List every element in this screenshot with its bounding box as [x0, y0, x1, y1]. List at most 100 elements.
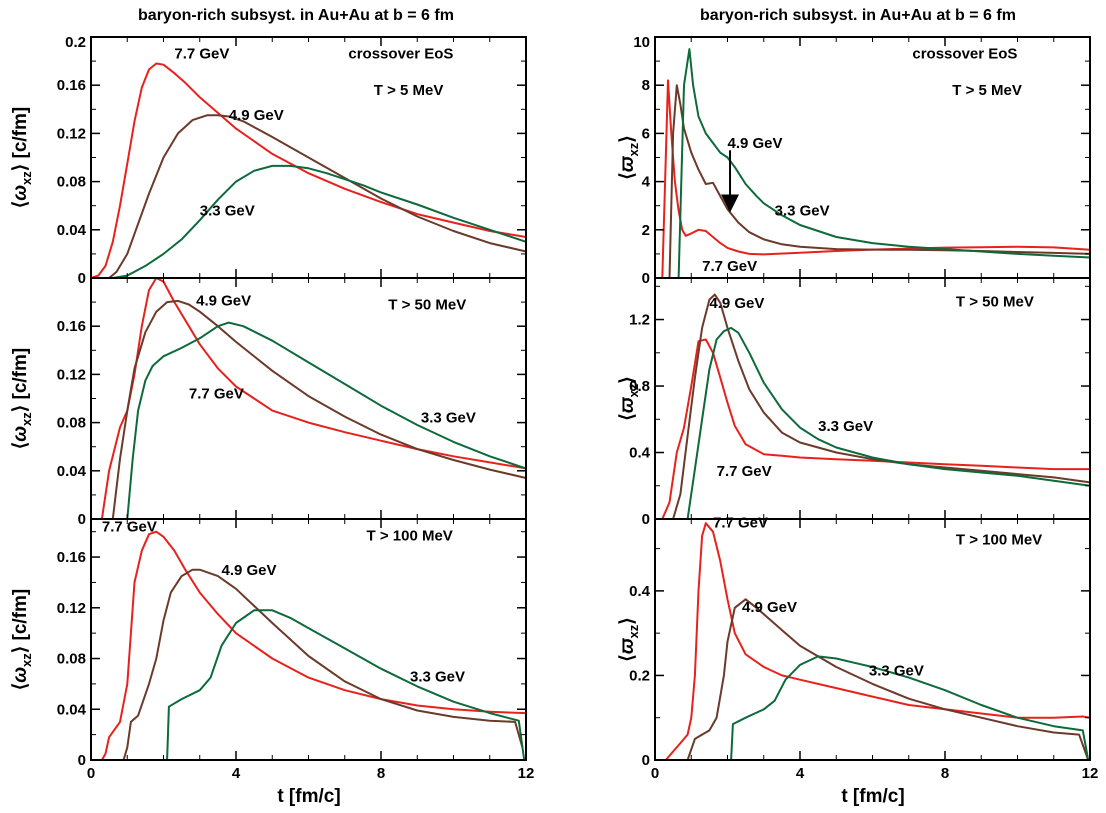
y-tick-label: 0.04 — [57, 463, 87, 480]
annotation: T > 5 MeV — [952, 82, 1022, 99]
y-axis-label-part: xz — [626, 142, 641, 156]
series-line-33gev — [126, 321, 527, 520]
panel-left-2: 0 0.04 0.08 0.12 0.16 0 4 8 12 ⟨ωxz⟩ [c/fm] T > 10… — [10, 518, 535, 782]
right-x-axis-label: t [fm/c] — [841, 786, 904, 807]
y-axis-label-part: ⟩ — [617, 617, 638, 624]
series-line-49gev — [686, 598, 1090, 761]
panels: 00.040.080.120.160.2⟨ωxz⟩ [c/fm]crossove… — [10, 34, 1098, 782]
series-line-49gev — [108, 114, 527, 279]
y-tick-label: 0.16 — [57, 318, 86, 335]
y-tick-label: 0 — [78, 752, 86, 769]
y-tick-label: 0.12 — [57, 366, 86, 383]
series-line-49gev — [122, 568, 524, 761]
panel-right-0: 0 2 4 6 8 10 ⟨ϖxz⟩ crossover EoS T > 5 MeV 4.9 Ge… — [617, 34, 1091, 287]
x-tick-label: 0 — [651, 765, 659, 782]
x-tick-label: 0 — [87, 765, 95, 782]
panel-right-2: 0 0.2 0.4 0 4 8 12 ⟨ϖxz⟩ T > 100 MeV 7.7 GeV 4.9 G… — [617, 514, 1098, 782]
annotation: T > 5 MeV — [374, 82, 444, 99]
series-line-33gev — [730, 655, 1090, 761]
x-tick-label: 8 — [377, 765, 385, 782]
annotation: 3.3 GeV — [775, 202, 830, 219]
y-tick-label: 0.08 — [57, 651, 86, 668]
annotation: 4.9 GeV — [222, 562, 277, 579]
y-tick-label: 2 — [642, 222, 650, 239]
y-tick-label: 1.2 — [629, 312, 650, 329]
annotation: 3.3 GeV — [818, 418, 873, 435]
series-line-77gev — [665, 522, 1091, 761]
y-axis-label-part: xz — [19, 412, 34, 426]
annotation: 7.7 GeV — [102, 519, 157, 536]
y-axis-label-part: ϖ — [617, 155, 638, 172]
y-tick-label: 4 — [642, 174, 651, 191]
y-tick-label: 10 — [633, 34, 650, 51]
y-tick-label: 0 — [642, 270, 650, 287]
y-axis-label: ⟨ϖxz⟩ — [617, 617, 641, 661]
annotation: T > 50 MeV — [956, 293, 1034, 310]
y-tick-label: 0.04 — [57, 222, 87, 239]
y-axis-label-part: xz — [626, 624, 641, 638]
annotation: 7.7 GeV — [189, 386, 244, 403]
y-axis-label-part: xz — [19, 171, 34, 185]
series-line-49gev — [672, 293, 1091, 520]
y-axis-label-part: ⟩ — [617, 376, 638, 383]
y-axis-label: ⟨ωxz⟩ [c/fm] — [10, 107, 34, 208]
plot-frame — [90, 518, 527, 761]
y-axis-label-part: xz — [19, 653, 34, 667]
y-tick-label: 0 — [78, 270, 86, 287]
y-tick-label: 0.04 — [57, 701, 87, 718]
y-axis-label-part: ⟩ — [10, 164, 31, 171]
series-line-77gev — [661, 79, 1091, 279]
y-tick-label: 6 — [642, 125, 650, 142]
y-tick-label: 0.2 — [65, 34, 86, 51]
series-line-77gev — [661, 338, 1090, 520]
annotation: 3.3 GeV — [200, 202, 255, 219]
y-axis-label-part: ⟩ — [10, 405, 31, 412]
y-tick-label: 0 — [78, 511, 86, 528]
y-tick-label: 0.8 — [629, 378, 650, 395]
y-axis-label-part: ω — [10, 185, 31, 201]
series-line-33gev — [112, 164, 527, 279]
y-tick-label: 0 — [642, 752, 650, 769]
panel-right-1: 0 0.4 0.8 1.2 ⟨ϖxz⟩ T > 50 MeV 4.9 GeV 3.3 GeV 7… — [617, 277, 1091, 528]
y-axis-label-part: ⟨ — [10, 201, 31, 208]
series-line-77gev — [101, 530, 527, 761]
x-tick-label: 4 — [232, 765, 241, 782]
y-axis-label-part: xz — [626, 383, 641, 397]
y-axis-label-part: ⟨ — [617, 172, 638, 179]
annotation: T > 100 MeV — [367, 528, 453, 545]
annotation: 4.9 GeV — [728, 135, 783, 152]
y-axis-label-part: ω — [10, 667, 31, 683]
y-axis-label: ⟨ωxz⟩ [c/fm] — [10, 348, 34, 449]
y-tick-label: 0.16 — [57, 549, 86, 566]
annotation: 3.3 GeV — [410, 668, 465, 685]
series-line-33gev — [166, 609, 526, 761]
annotation: 4.9 GeV — [709, 295, 764, 312]
x-tick-label: 12 — [518, 765, 535, 782]
y-axis-label: ⟨ϖxz⟩ — [617, 135, 641, 179]
y-axis-label-part: ⟨ — [617, 654, 638, 661]
y-axis-label-part: ⟨ — [617, 413, 638, 420]
annotation: 7.7 GeV — [713, 514, 768, 531]
y-tick-label: 0 — [642, 511, 650, 528]
y-tick-label: 8 — [642, 77, 650, 94]
annotation: 3.3 GeV — [869, 662, 924, 679]
panel-left-1: 0 0.04 0.08 0.12 0.16 ⟨ωxz⟩ [c/fm] T > 50 MeV 4… — [10, 277, 527, 528]
y-tick-label: 0.4 — [629, 583, 651, 600]
left-x-axis-label: t [fm/c] — [277, 786, 340, 807]
y-tick-label: 0.12 — [57, 600, 86, 617]
arrow-head — [721, 194, 740, 213]
plot-frame — [90, 277, 527, 520]
y-axis-label-part: ⟨ — [10, 442, 31, 449]
y-axis-label: ⟨ϖxz⟩ — [617, 376, 641, 420]
series-line-33gev — [677, 48, 1091, 279]
y-axis-label-part: ϖ — [617, 637, 638, 654]
y-tick-label: 0.4 — [629, 445, 651, 462]
y-axis-label-part: ⟩ — [10, 646, 31, 653]
annotation: T > 50 MeV — [388, 296, 466, 313]
y-tick-label: 0.16 — [57, 77, 86, 94]
y-axis-label-part: [c/fm] — [10, 589, 31, 646]
panel-left-0: 0 0.04 0.08 0.12 0.16 0.2 ⟨ωxz⟩ [c/fm] crossove… — [10, 34, 527, 287]
annotation: 4.9 GeV — [196, 293, 251, 310]
y-axis-label: ⟨ωxz⟩ [c/fm] — [10, 589, 34, 690]
